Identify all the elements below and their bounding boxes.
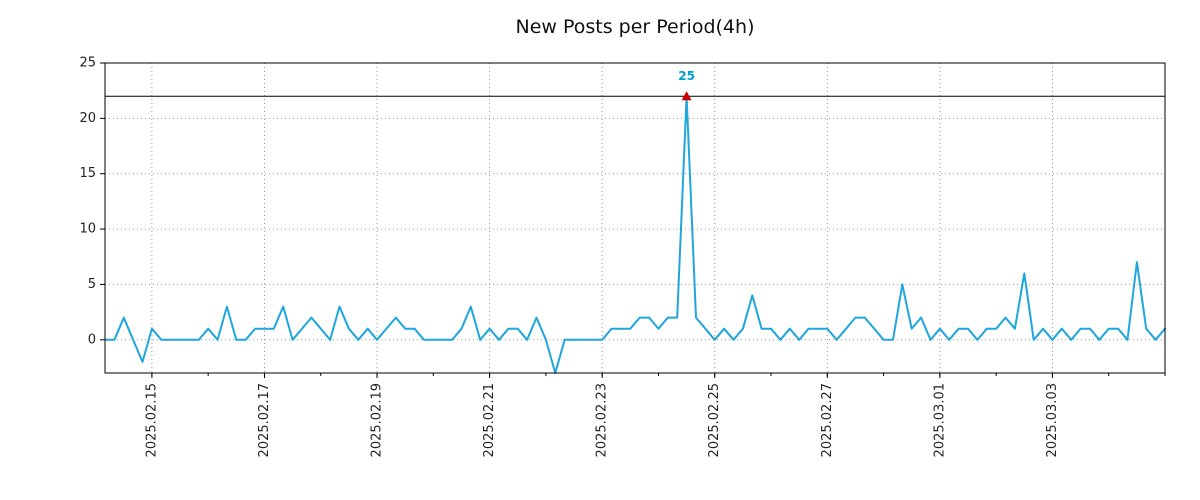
- svg-text:2025.02.19: 2025.02.19: [370, 383, 385, 457]
- svg-text:0: 0: [88, 332, 96, 347]
- svg-text:2025.02.21: 2025.02.21: [482, 383, 497, 457]
- svg-text:25: 25: [79, 56, 96, 71]
- svg-text:10: 10: [79, 222, 96, 237]
- svg-text:2025.02.27: 2025.02.27: [820, 383, 835, 457]
- svg-text:2025.02.17: 2025.02.17: [257, 383, 272, 457]
- svg-text:2025.02.23: 2025.02.23: [595, 383, 610, 457]
- svg-text:20: 20: [79, 111, 96, 126]
- svg-text:2025.02.15: 2025.02.15: [144, 383, 159, 457]
- svg-text:5: 5: [88, 277, 96, 292]
- svg-text:25: 25: [678, 69, 695, 83]
- svg-text:2025.03.01: 2025.03.01: [932, 383, 947, 457]
- svg-text:2025.03.03: 2025.03.03: [1045, 383, 1060, 457]
- svg-text:2025.02.25: 2025.02.25: [707, 383, 722, 457]
- svg-text:15: 15: [79, 166, 96, 181]
- chart-title: New Posts per Period(4h): [515, 16, 755, 38]
